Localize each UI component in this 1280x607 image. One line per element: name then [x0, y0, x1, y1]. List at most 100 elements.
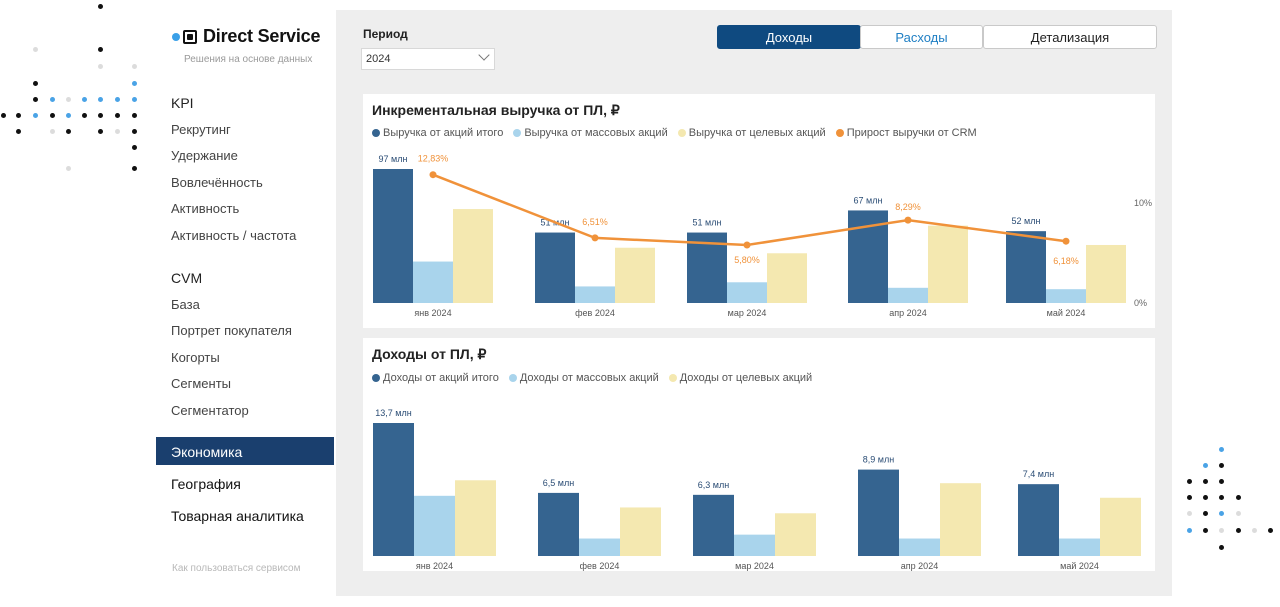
- chart-tick-label: янв 2024: [414, 308, 451, 318]
- decorative-dot: [115, 97, 120, 102]
- brand-tagline: Решения на основе данных: [184, 54, 313, 65]
- decorative-dot: [132, 166, 137, 171]
- chart-tick-label: мар 2024: [728, 308, 767, 318]
- chart-tick-label: май 2024: [1060, 561, 1099, 571]
- chart-line-point: [904, 216, 912, 224]
- legend-item[interactable]: Выручка от целевых акций: [677, 127, 826, 139]
- decorative-dot: [16, 113, 21, 118]
- legend-swatch-icon: [668, 374, 677, 382]
- period-select[interactable]: 2024: [361, 48, 495, 70]
- nav-item-segments[interactable]: Сегменты: [171, 376, 232, 391]
- chart-bar: [615, 247, 655, 303]
- chart-bar: [455, 480, 496, 556]
- decorative-dot: [50, 129, 55, 134]
- chart-bar: [940, 483, 981, 556]
- decorative-dot: [1187, 479, 1192, 484]
- nav-item-economics[interactable]: Экономика: [156, 437, 334, 465]
- chart-data-label: 13,7 млн: [375, 408, 411, 418]
- decorative-dot: [1203, 511, 1208, 516]
- tab-details[interactable]: Детализация: [983, 25, 1157, 49]
- legend-item[interactable]: Доходы от массовых акций: [508, 372, 659, 384]
- chart-axis-tick: 10%: [1134, 198, 1152, 208]
- chart-bar: [734, 534, 775, 556]
- nav-item-activity-frequency[interactable]: Активность / частота: [171, 228, 297, 243]
- nav-item-cohorts[interactable]: Когорты: [171, 350, 220, 365]
- decorative-dot: [66, 113, 71, 118]
- chart-line-label: 6,51%: [582, 217, 608, 227]
- chart-bar: [579, 538, 620, 556]
- legend-swatch-icon: [508, 374, 517, 382]
- decorative-dot: [1252, 528, 1257, 533]
- decorative-dot: [1236, 511, 1241, 516]
- chart-bar: [858, 469, 899, 556]
- decorative-dot: [1203, 479, 1208, 484]
- legend-item[interactable]: Выручка от акций итого: [372, 127, 503, 139]
- decorative-dot: [1219, 495, 1224, 500]
- decorative-dot: [1219, 511, 1224, 516]
- chevron-down-icon: [478, 49, 490, 61]
- decorative-dot: [50, 97, 55, 102]
- chart2-plot: 13,7 млн янв 2024 6,5 млн фев 2024 6,3 млн ма…: [373, 408, 1141, 571]
- brand-name: Direct Service: [203, 26, 321, 46]
- chart-bar: [928, 225, 968, 303]
- decorative-dot: [1236, 528, 1241, 533]
- decorative-dot: [98, 129, 103, 134]
- sidebar: Direct Service Решения на основе данных …: [156, 0, 334, 607]
- chart-bar: [453, 209, 493, 303]
- chart-bar: [1086, 244, 1126, 303]
- decorative-dot: [115, 113, 120, 118]
- legend-item[interactable]: Доходы от целевых акций: [668, 372, 812, 384]
- decorative-dot: [98, 97, 103, 102]
- legend-label: Выручка от целевых акций: [688, 127, 826, 139]
- legend-item[interactable]: Прирост выручки от CRM: [835, 127, 977, 139]
- chart-bar: [767, 253, 807, 303]
- decorative-dot: [98, 113, 103, 118]
- legend-label: Выручка от массовых акций: [524, 127, 668, 139]
- decorative-dot: [16, 129, 21, 134]
- tab-expenses[interactable]: Расходы: [860, 25, 983, 49]
- legend-item[interactable]: Доходы от акций итого: [372, 372, 499, 384]
- nav-item-geography[interactable]: География: [171, 476, 241, 492]
- chart-line-point: [1062, 237, 1070, 245]
- nav-item-recruiting[interactable]: Рекрутинг: [171, 122, 231, 137]
- nav-item-activity[interactable]: Активность: [171, 201, 240, 216]
- nav-item-retention[interactable]: Удержание: [171, 148, 238, 163]
- chart-bar: [414, 495, 455, 556]
- nav-item-base[interactable]: База: [171, 297, 200, 312]
- chart-line-label: 12,83%: [418, 154, 449, 164]
- decorative-dot: [1268, 528, 1273, 533]
- nav-item-segmentator[interactable]: Сегментатор: [171, 403, 249, 418]
- chart-data-label: 51 млн: [693, 218, 722, 228]
- chart-bar: [1006, 231, 1046, 303]
- decorative-dot: [1219, 545, 1224, 550]
- main-panel: Период 2024 Доходы Расходы Детализация И…: [336, 10, 1172, 596]
- chart-card-incremental-revenue: Инкрементальная выручка от ПЛ, ₽ Выручка…: [363, 94, 1155, 328]
- chart1-legend: Выручка от акций итого Выручка от массов…: [372, 127, 977, 139]
- brand-logo[interactable]: Direct Service: [172, 26, 320, 47]
- chart-line-label: 8,29%: [895, 202, 921, 212]
- chart-line-point: [591, 234, 599, 242]
- legend-swatch-icon: [835, 129, 844, 137]
- decorative-dot: [1203, 463, 1208, 468]
- chart-line-point: [743, 241, 751, 249]
- decorative-dot: [98, 64, 103, 69]
- tab-income[interactable]: Доходы: [717, 25, 861, 49]
- decorative-dot: [66, 129, 71, 134]
- nav-item-engagement[interactable]: Вовлечённость: [171, 175, 263, 190]
- chart-tick-label: апр 2024: [889, 308, 926, 318]
- chart-data-label: 7,4 млн: [1023, 469, 1054, 479]
- decorative-dot: [1187, 495, 1192, 500]
- nav-item-buyer-portrait[interactable]: Портрет покупателя: [171, 323, 292, 338]
- help-link[interactable]: Как пользоваться сервисом: [172, 563, 301, 574]
- chart-data-label: 6,5 млн: [543, 478, 574, 488]
- nav-item-product-analytics[interactable]: Товарная аналитика: [171, 508, 304, 524]
- nav-section-cvm[interactable]: CVM: [171, 270, 203, 286]
- legend-label: Доходы от массовых акций: [519, 372, 659, 384]
- period-label: Период: [363, 27, 408, 41]
- nav-section-kpi[interactable]: KPI: [171, 95, 194, 111]
- legend-item[interactable]: Выручка от массовых акций: [513, 127, 668, 139]
- decorative-dot: [33, 47, 38, 52]
- chart-data-label: 6,3 млн: [698, 480, 729, 490]
- chart-tick-label: фев 2024: [580, 561, 620, 571]
- chart-bar: [373, 169, 413, 303]
